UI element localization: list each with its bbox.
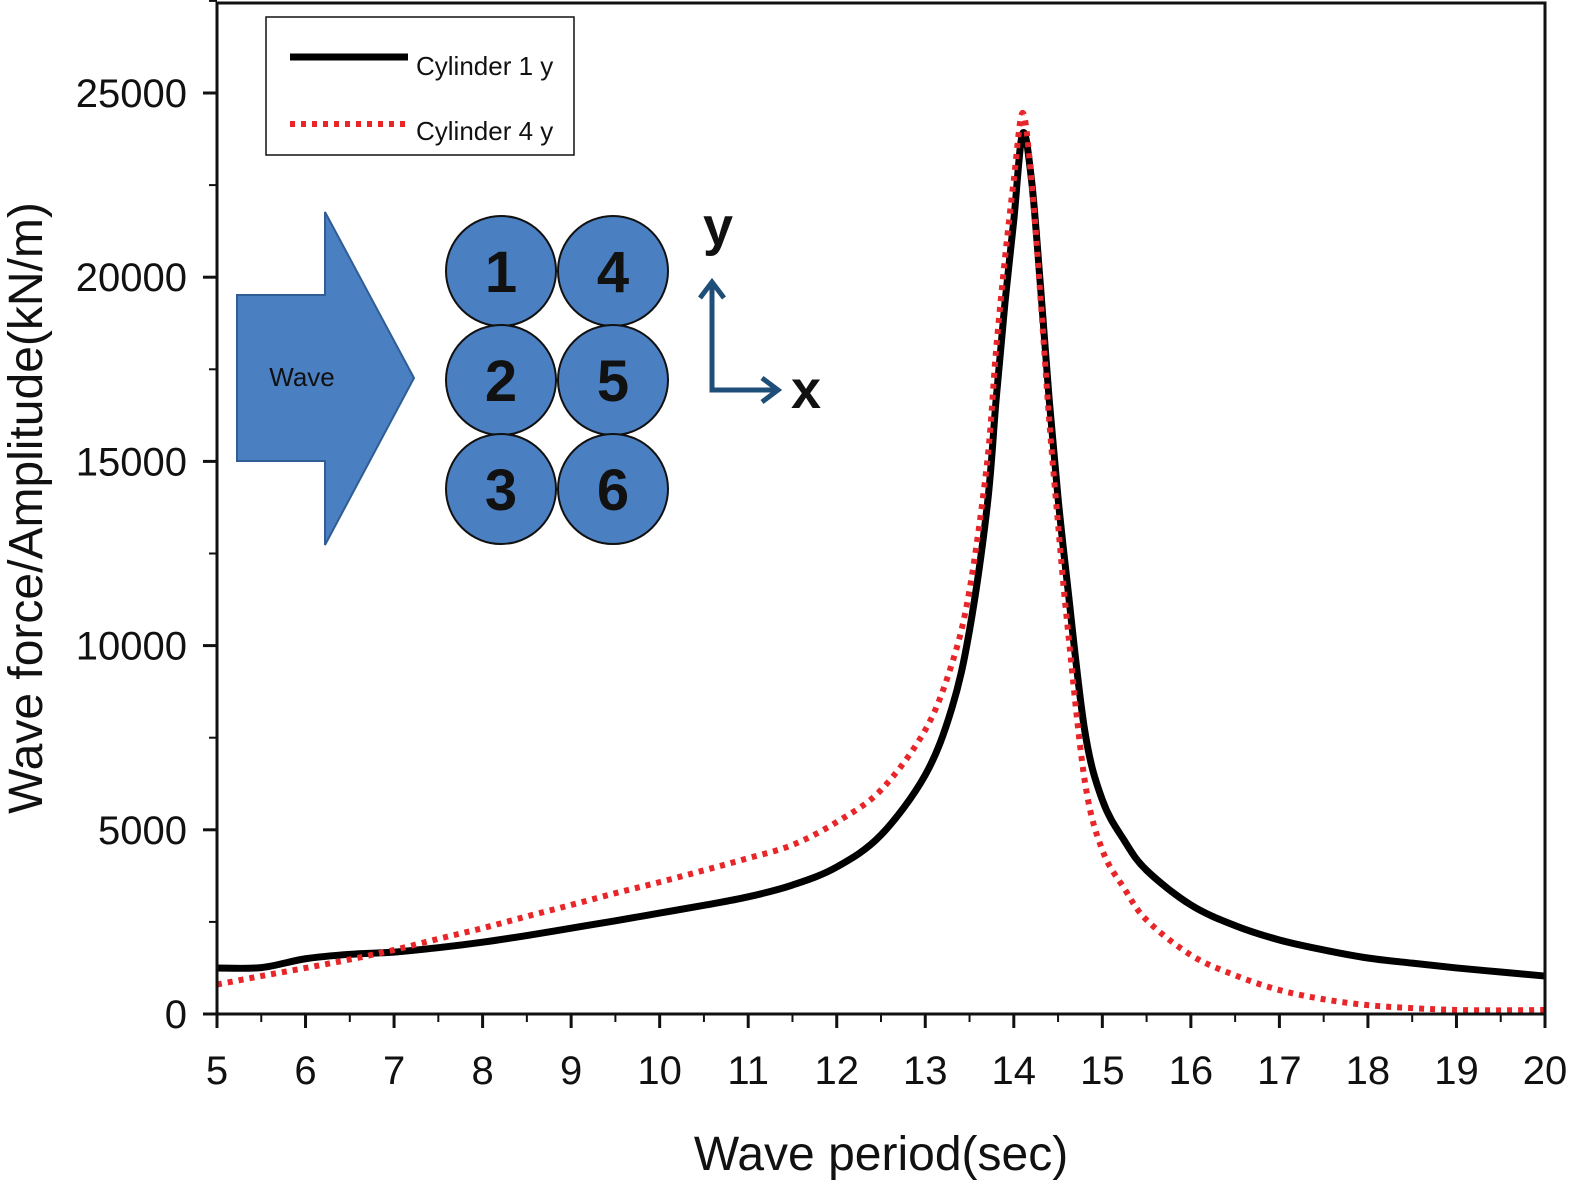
y-tick-label: 10000 — [76, 625, 187, 669]
axis-ticks: 5 6 7 8 9 10 11 12 13 14 15 16 17 18 19 200500010000150… — [76, 0, 1568, 1093]
y-tick-label: 25000 — [76, 72, 187, 116]
cylinder-label: 1 — [485, 240, 517, 305]
x-tick-label: 17 — [1257, 1049, 1302, 1093]
y-tick-label: 0 — [165, 993, 187, 1037]
y-tick-label: 5000 — [98, 809, 187, 853]
cylinder-label: 6 — [597, 458, 629, 523]
y-axis-title: Wave force/Amplitude(kN/m) — [0, 202, 53, 814]
series-line-cylinder-1-y — [216, 129, 1546, 980]
wave-arrow-icon — [236, 211, 416, 546]
x-tick-label: 13 — [903, 1049, 948, 1093]
cylinder-6 — [557, 433, 669, 545]
x-tick-label: 10 — [637, 1049, 682, 1093]
axis-x-label: x — [791, 360, 821, 420]
cylinder-label: 5 — [597, 349, 629, 414]
x-tick-label: 5 — [206, 1049, 228, 1093]
x-tick-label: 8 — [471, 1049, 493, 1093]
plot-lines — [216, 109, 1546, 1014]
x-tick-label: 12 — [814, 1049, 859, 1093]
wave-arrow-label: Wave — [269, 362, 335, 392]
x-tick-label: 18 — [1346, 1049, 1391, 1093]
legend-label-cylinder-1: Cylinder 1 y — [416, 51, 553, 81]
x-tick-label: 20 — [1523, 1049, 1568, 1093]
x-tick-label: 15 — [1080, 1049, 1125, 1093]
cylinder-label: 3 — [485, 458, 517, 523]
x-tick-label: 7 — [383, 1049, 405, 1093]
x-tick-label: 9 — [560, 1049, 582, 1093]
legend-box — [265, 16, 575, 156]
x-tick-label: 11 — [727, 1049, 769, 1093]
cylinder-label: 2 — [485, 349, 517, 414]
x-axis-title: Wave period(sec) — [694, 1128, 1068, 1181]
inset-diagram: Wave 1 4 2 5 3 6 y x — [236, 197, 821, 546]
y-tick-label: 15000 — [76, 440, 187, 484]
xy-axes-icon — [698, 277, 783, 404]
cylinder-label: 4 — [597, 240, 629, 305]
cylinder-3 — [445, 433, 557, 545]
x-tick-label: 16 — [1169, 1049, 1214, 1093]
legend-label-cylinder-4: Cylinder 4 y — [416, 116, 553, 146]
x-tick-label: 19 — [1434, 1049, 1479, 1093]
x-tick-label: 6 — [294, 1049, 316, 1093]
legend: Cylinder 1 y Cylinder 4 y — [265, 16, 575, 156]
cylinder-array: 1 4 2 5 3 6 — [445, 215, 669, 545]
x-tick-label: 14 — [992, 1049, 1037, 1093]
series-line-cylinder-4-y — [216, 109, 1546, 1014]
y-tick-label: 20000 — [76, 256, 187, 300]
axis-y-label: y — [703, 197, 733, 257]
